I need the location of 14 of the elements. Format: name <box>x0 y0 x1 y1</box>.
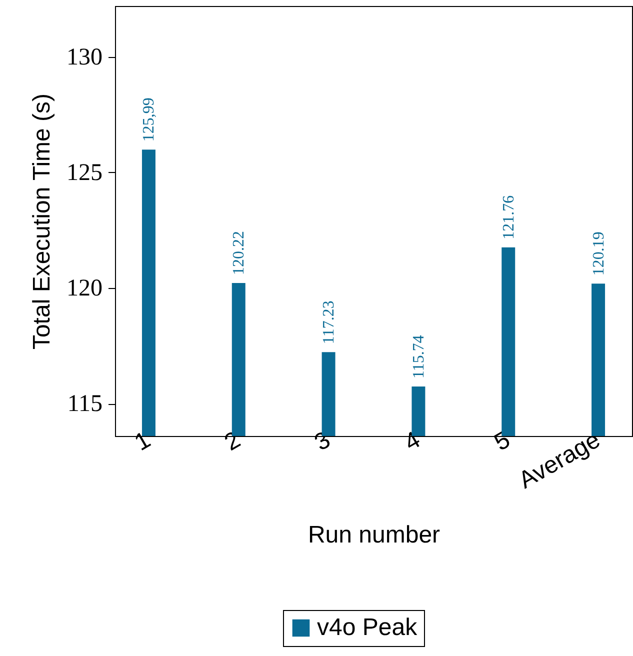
legend-label: v4o Peak <box>317 614 418 641</box>
y-axis-title: Total Execution Time (s) <box>28 93 56 350</box>
y-tick-label: 125 <box>66 160 102 186</box>
data-label: 121.76 <box>500 195 518 240</box>
data-label: 120.22 <box>230 230 248 275</box>
data-label: 115.74 <box>410 335 428 379</box>
data-label: 125,99 <box>140 98 158 142</box>
data-label: 120.19 <box>590 232 608 276</box>
data-label: 117.23 <box>320 300 338 344</box>
x-tick-label: 5 <box>490 426 515 456</box>
x-axis-title: Run number <box>308 521 440 548</box>
y-tick-label: 130 <box>66 44 102 70</box>
y-tick-label: 115 <box>67 391 102 418</box>
y-tick-label: 120 <box>66 276 102 302</box>
